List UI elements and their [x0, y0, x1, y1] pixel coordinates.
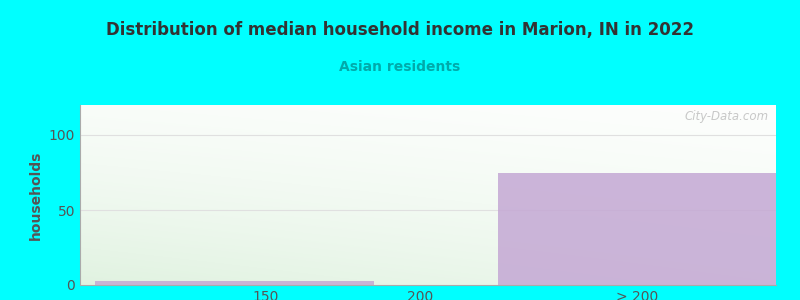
Y-axis label: households: households — [30, 150, 43, 240]
Text: Distribution of median household income in Marion, IN in 2022: Distribution of median household income … — [106, 21, 694, 39]
Text: Asian residents: Asian residents — [339, 60, 461, 74]
Bar — [95, 280, 374, 285]
Bar — [498, 172, 776, 285]
Text: City-Data.com: City-Data.com — [685, 110, 769, 123]
